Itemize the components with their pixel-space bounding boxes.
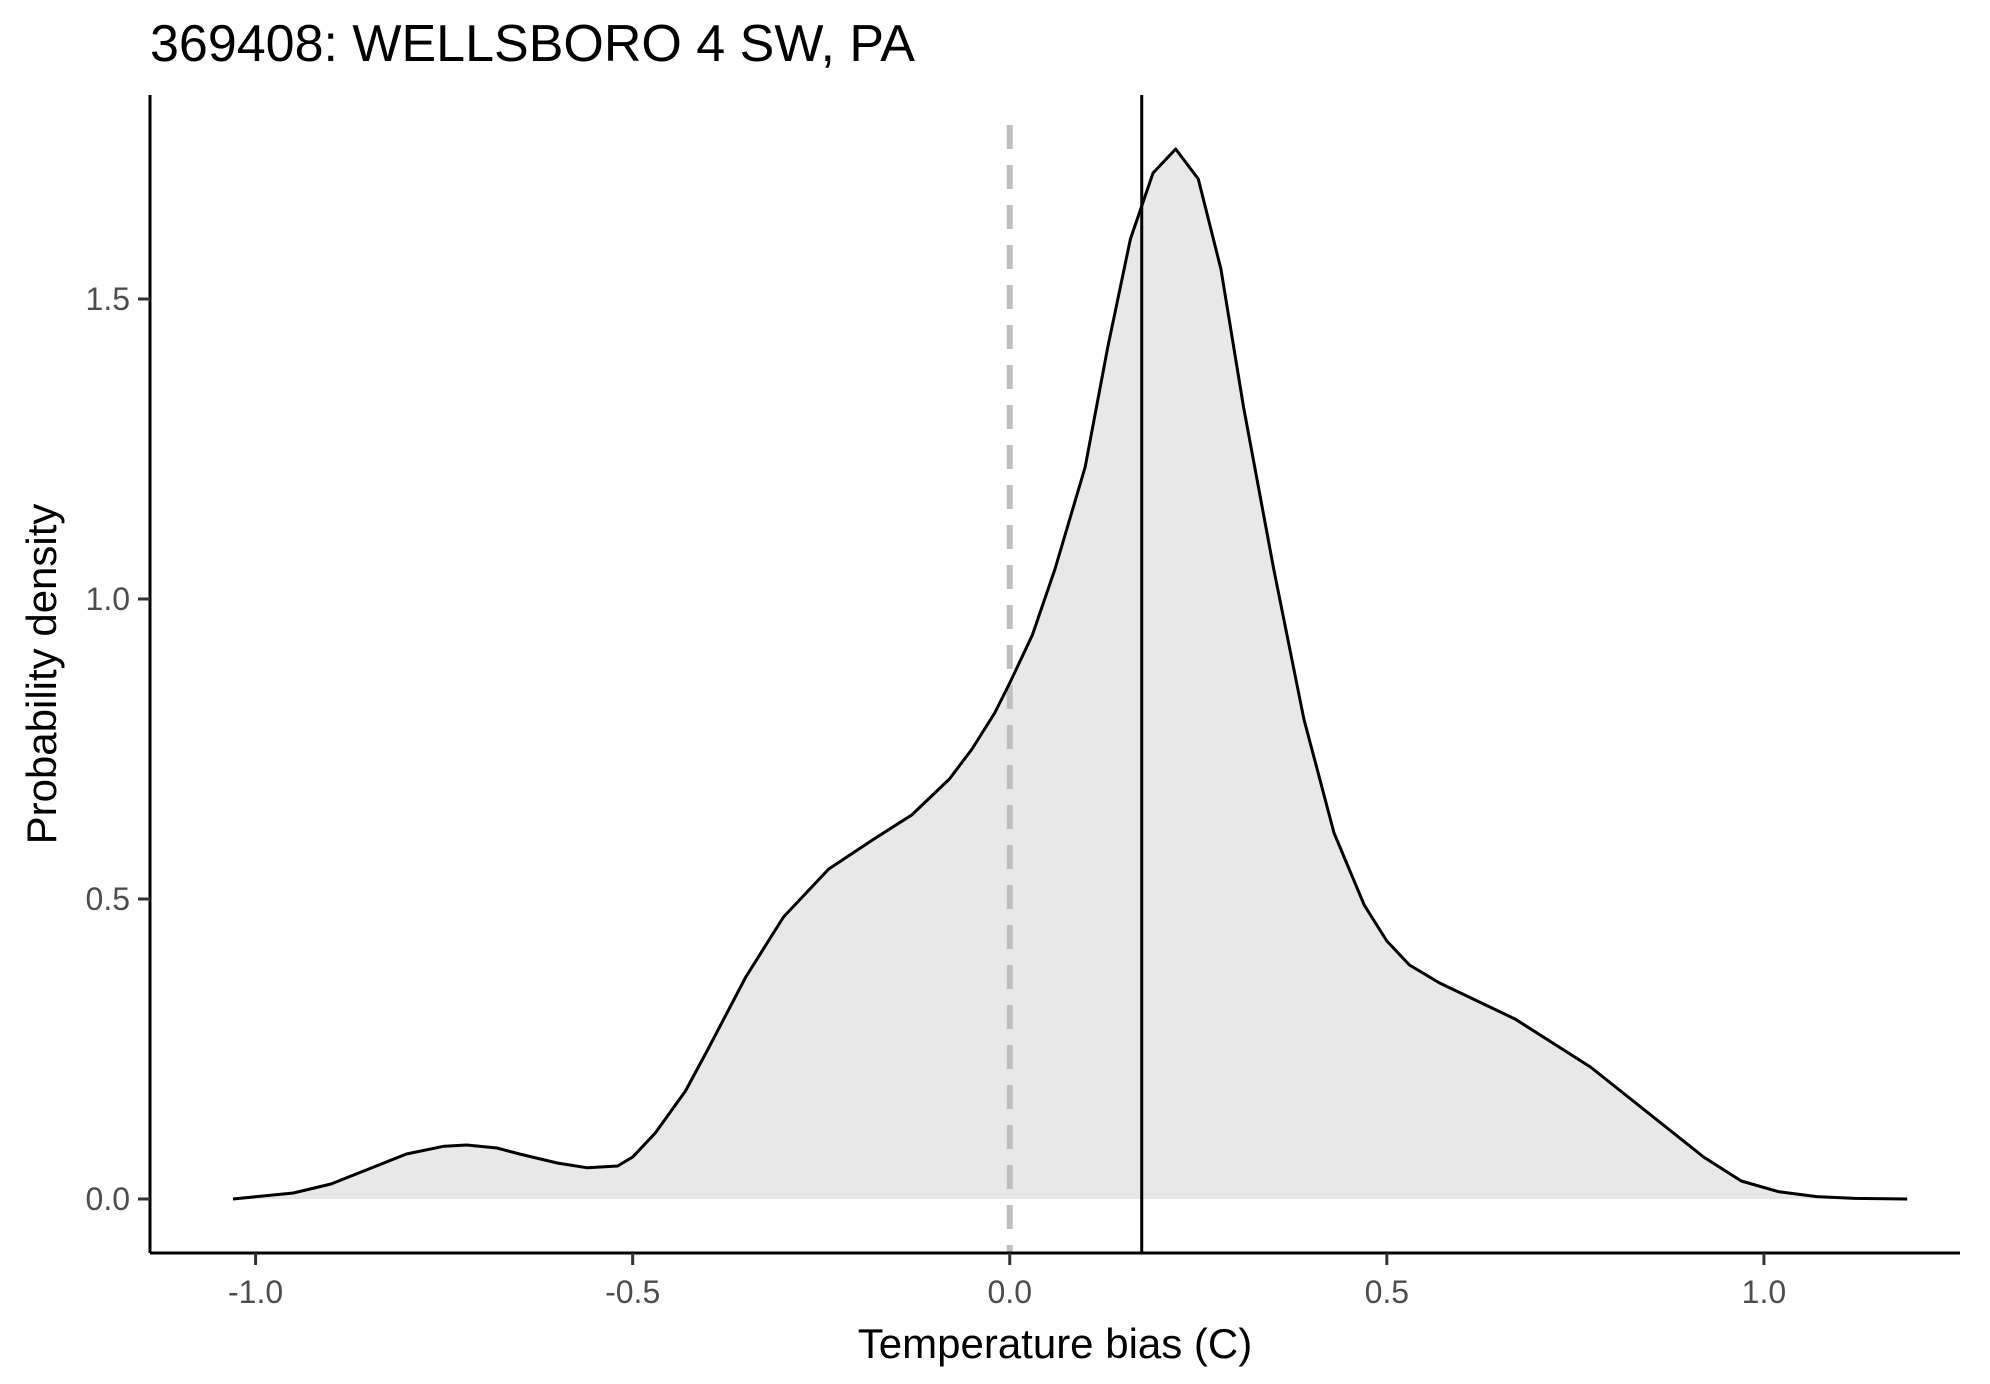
density-area-fill: [232, 149, 1908, 1199]
y-tick-label: 1.0: [86, 581, 130, 617]
x-axis-title: Temperature bias (C): [858, 1320, 1252, 1367]
x-tick-label: -0.5: [605, 1274, 660, 1310]
chart-title: 369408: WELLSBORO 4 SW, PA: [150, 15, 915, 73]
y-axis-title: Probability density: [18, 504, 65, 845]
density-curve: [232, 147, 1908, 1201]
y-tick-label: 1.5: [86, 281, 130, 317]
x-tick-label: 1.0: [1742, 1274, 1786, 1310]
x-tick-label: -1.0: [228, 1274, 283, 1310]
x-tick-label: 0.5: [1365, 1274, 1409, 1310]
y-tick-label: 0.0: [86, 1181, 130, 1217]
y-tick-label: 0.5: [86, 881, 130, 917]
x-tick-label: 0.0: [988, 1274, 1032, 1310]
